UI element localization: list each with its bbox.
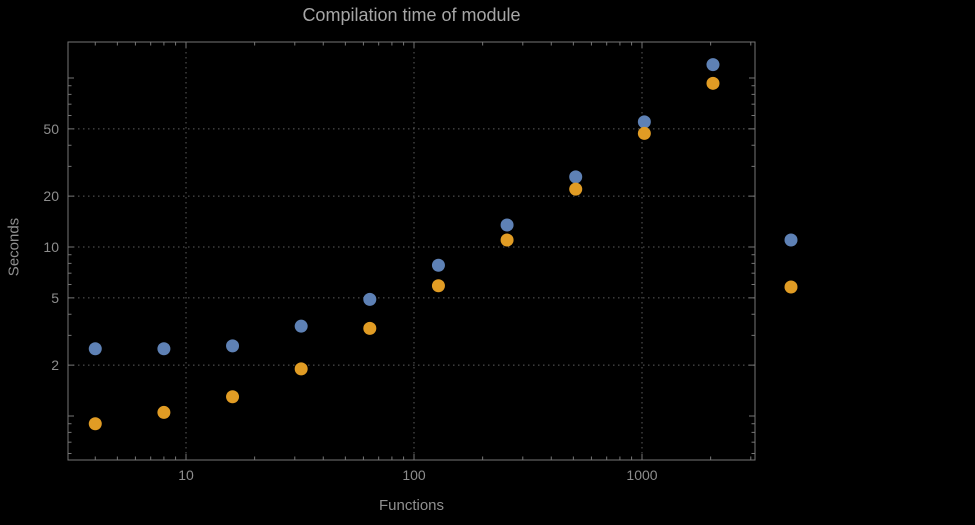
legend-marker-blue — [784, 233, 798, 247]
data-point-orange — [363, 321, 377, 335]
data-point-blue — [500, 218, 514, 232]
x-axis-label: Functions — [378, 497, 445, 514]
y-tick-label: 20 — [43, 188, 59, 204]
y-tick-label: 50 — [43, 121, 59, 137]
legend-marker-orange — [784, 280, 798, 294]
data-point-orange — [569, 182, 583, 196]
data-point-blue — [226, 339, 240, 353]
y-axis-label: Seconds — [5, 217, 23, 277]
data-point-orange — [157, 405, 171, 419]
data-point-orange — [431, 279, 445, 293]
y-tick-label: 10 — [43, 239, 59, 255]
data-point-blue — [431, 258, 445, 272]
data-point-orange — [88, 417, 102, 431]
x-tick-label: 100 — [402, 467, 426, 483]
data-point-orange — [637, 126, 651, 140]
data-point-blue — [706, 58, 720, 72]
plot-frame — [67, 41, 756, 461]
data-point-blue — [363, 292, 377, 306]
data-point-blue — [294, 319, 308, 333]
data-point-orange — [500, 233, 514, 247]
data-point-blue — [569, 170, 583, 184]
y-tick-label: 5 — [51, 290, 59, 306]
data-point-orange — [294, 362, 308, 376]
data-point-orange — [226, 390, 240, 404]
chart-title: Compilation time of module — [302, 5, 521, 25]
x-tick-label: 10 — [178, 467, 194, 483]
y-tick-label: 2 — [51, 357, 59, 373]
data-point-blue — [157, 342, 171, 356]
data-point-blue — [88, 342, 102, 356]
data-point-orange — [706, 76, 720, 90]
x-tick-label: 1000 — [626, 467, 657, 483]
data-point-blue — [637, 115, 651, 129]
